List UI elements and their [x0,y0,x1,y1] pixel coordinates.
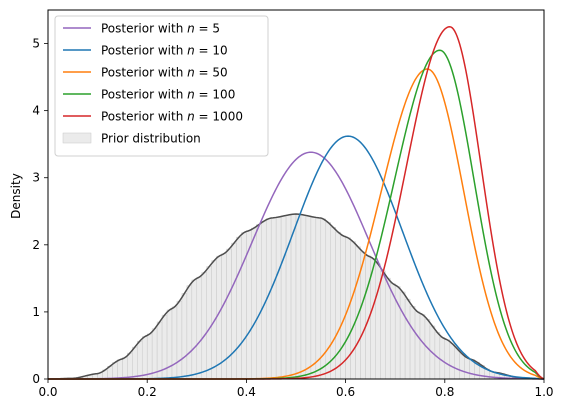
prior-histogram-bar [176,300,183,380]
prior-histogram-bar [171,306,178,380]
prior-histogram-bar [275,216,282,380]
x-tick-label: 1.0 [534,385,553,399]
legend-label: Posterior with n = 100 [101,88,235,102]
y-tick-label: 3 [32,171,40,185]
prior-histogram-bar [310,216,317,380]
prior-density-line [47,213,545,380]
y-tick-label: 0 [32,372,40,386]
x-tick-label: 0.2 [138,385,157,399]
prior-histogram-bar [206,266,212,380]
prior-histogram-bar [300,214,307,380]
legend-label: Posterior with n = 10 [101,44,228,58]
x-tick-label: 0.8 [435,385,454,399]
prior-histogram-bar [270,217,277,380]
prior-histogram-bar [305,215,312,380]
prior-histogram-bar [325,222,331,380]
prior-histogram-bar [226,248,232,380]
prior-histogram-bar [137,340,143,380]
x-tick-label: 0.4 [237,385,256,399]
prior-histogram-bar [350,241,356,380]
prior-histogram-bar [146,333,153,380]
prior-histogram-bar [141,336,148,380]
prior-histogram-bar [404,298,411,380]
series-line-0 [48,151,545,380]
prior-histogram-layer [47,213,545,380]
prior-histogram-bar [439,337,446,380]
prior-histogram-bar [191,279,198,380]
prior-histogram-bar [464,357,470,380]
prior-histogram-bar [380,270,386,380]
prior-histogram-bar [112,362,118,380]
prior-histogram-bar [290,213,297,380]
legend-box [54,15,269,157]
x-tick-label: 0.6 [336,385,355,399]
prior-histogram-bar [375,263,381,380]
prior-histogram-bar [216,255,222,380]
y-tick-label: 2 [32,238,40,252]
prior-histogram-bar [355,246,361,380]
prior-histogram-bar [127,352,133,380]
prior-histogram-bar [449,343,455,380]
x-tick-label: 0.0 [38,385,57,399]
prior-histogram-bar [241,232,247,380]
prior-histogram-bar [414,311,421,380]
prior-histogram-bar [454,348,460,380]
prior-histogram-bar [409,306,416,380]
y-tick-label: 5 [32,37,40,51]
prior-histogram-bar [186,285,193,380]
y-tick-label: 4 [32,104,40,118]
prior-histogram-bar [181,293,188,380]
legend-label: Posterior with n = 1000 [101,110,243,124]
prior-histogram-bar [196,276,203,380]
prior-histogram-bar [335,231,341,380]
y-axis: 0 1 2 3 4 5 [32,37,48,386]
prior-histogram-bar [385,277,391,380]
prior-histogram-bar [340,235,346,380]
prior-histogram-bar [166,309,173,380]
y-axis-label: Density [9,173,23,219]
prior-histogram-bar [444,339,451,380]
plot-frame [47,9,545,380]
y-tick-label: 1 [32,305,40,319]
legend-swatch [62,132,92,144]
prior-histogram-bar [132,346,138,380]
prior-histogram-bar [419,314,426,380]
prior-histogram-bar [256,224,262,380]
prior-histogram-bar [315,217,322,380]
legend-label: Posterior with n = 5 [101,22,220,36]
prior-histogram-bar [236,236,242,380]
prior-histogram-bar [231,242,237,380]
prior-histogram-bar [122,357,128,380]
prior-histogram-bar [459,353,465,380]
prior-histogram-bar [117,359,123,380]
legend-label: Posterior with n = 50 [101,66,228,80]
prior-histogram-bar [295,213,302,380]
legend-label: Prior distribution [101,132,201,146]
prior-histogram-bar [399,291,406,380]
prior-histogram-bar [201,272,207,380]
prior-histogram-bar [280,215,287,380]
prior-histogram-bar [251,227,257,380]
legend: Posterior with n = 5 Posterior with n = 1… [54,15,269,157]
x-axis: 0.0 0.2 0.4 0.6 0.8 1.0 [38,379,554,399]
